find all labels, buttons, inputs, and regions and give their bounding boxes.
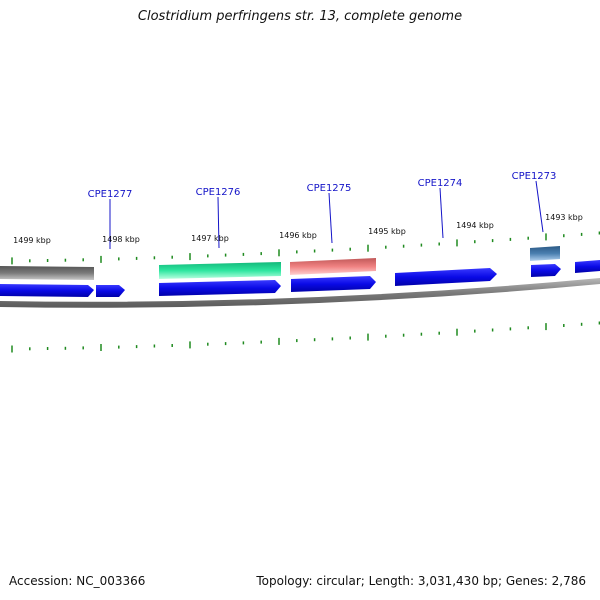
cds-arrow xyxy=(575,260,600,273)
gene-label: CPE1276 xyxy=(196,187,241,198)
scale-label: 1497 kbp xyxy=(191,234,229,243)
scale-labels: 1499 kbp 1498 kbp 1497 kbp 1496 kbp 1495… xyxy=(13,213,583,245)
scale-label: 1498 kbp xyxy=(102,235,140,244)
scale-label: 1494 kbp xyxy=(456,221,494,230)
scale-label: 1496 kbp xyxy=(279,231,317,240)
gene-label: CPE1275 xyxy=(307,183,352,194)
cds-arrow xyxy=(159,280,281,296)
scale-label: 1493 kbp xyxy=(545,213,583,222)
gene-label: CPE1273 xyxy=(512,171,557,182)
gene-leader-lines xyxy=(109,180,544,249)
feature-steel-block xyxy=(530,246,560,261)
feature-green-block xyxy=(159,262,281,279)
cds-arrow xyxy=(531,264,561,277)
gene-labels: CPE1277 CPE1276 CPE1275 CPE1274 CPE1273 xyxy=(88,171,557,200)
feature-gray-block xyxy=(0,266,94,280)
accession-label: Accession: NC_003366 xyxy=(9,574,146,588)
gene-label: CPE1274 xyxy=(418,178,463,189)
scale-ticks-lower xyxy=(11,321,600,353)
genome-backbone xyxy=(0,278,600,308)
scale-label: 1499 kbp xyxy=(13,236,51,245)
genome-summary: Topology: circular; Length: 3,031,430 bp… xyxy=(256,574,586,588)
gene-label: CPE1277 xyxy=(88,189,133,200)
feature-pink-block xyxy=(290,258,376,275)
map-title: Clostridium perfringens str. 13, complet… xyxy=(137,9,463,24)
scale-ticks-upper xyxy=(11,231,600,265)
cds-arrow xyxy=(0,284,94,297)
scale-label: 1495 kbp xyxy=(368,227,406,236)
cds-arrow xyxy=(395,268,497,286)
cds-arrow xyxy=(96,285,125,297)
cds-arrow xyxy=(291,276,376,292)
